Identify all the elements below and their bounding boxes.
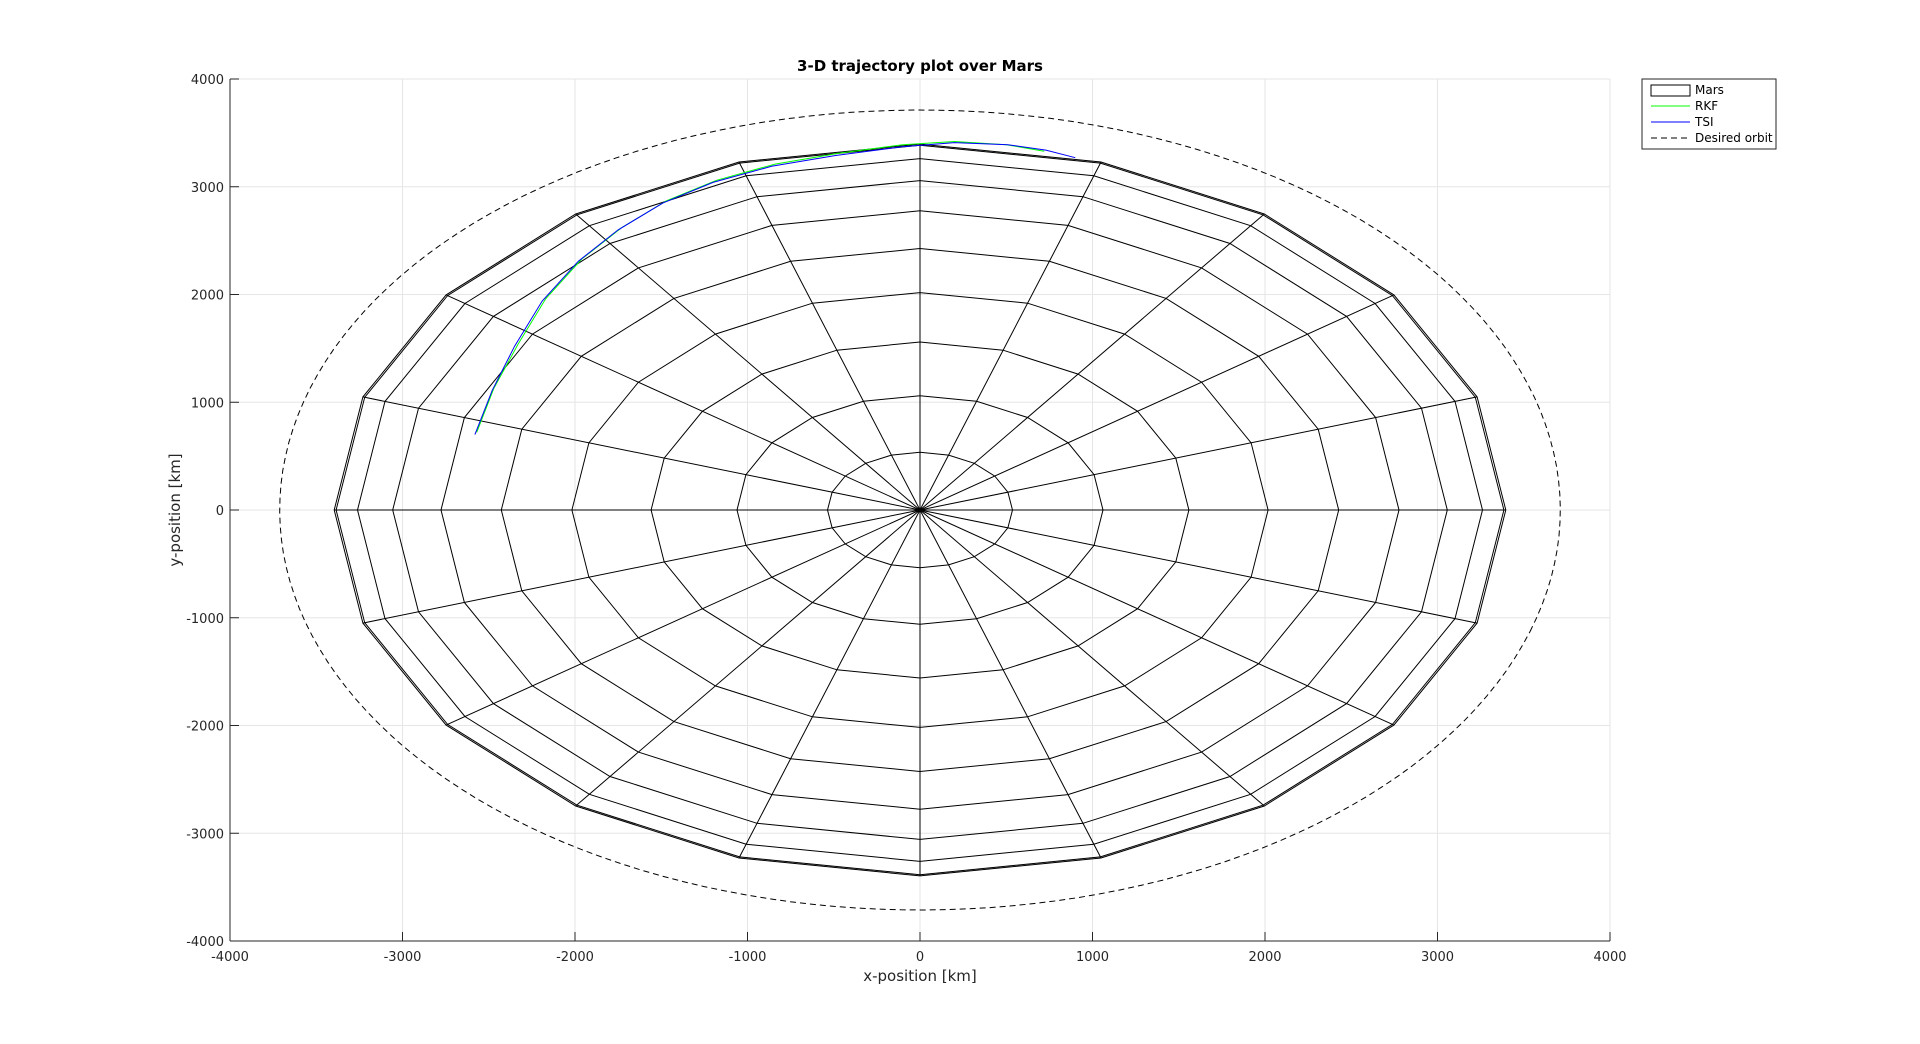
mars-meridian [445, 509, 921, 726]
y-tick-label: 1000 [191, 396, 224, 411]
y-tick-label: -2000 [186, 720, 224, 735]
mars-meridian [575, 213, 921, 511]
series-layer [279, 109, 1561, 911]
legend-items: Mars RKF TSI Desired orbit [1650, 83, 1773, 145]
mars-meridian [919, 396, 1478, 511]
legend-label: Desired orbit [1695, 131, 1773, 145]
plot-area: -4000 -3000 -2000 -1000 0 1000 2000 3000 4000 -40… [186, 73, 1626, 965]
x-tick-label: -4000 [211, 950, 249, 965]
mars-meridian [362, 396, 921, 511]
y-tick-label: 3000 [191, 181, 224, 196]
mars-meridian [919, 509, 1265, 807]
mars-meridian [919, 213, 1265, 511]
y-axis-label: y-position [km] [166, 453, 184, 566]
x-tick-label: 0 [916, 950, 924, 965]
mars-meridian [362, 509, 921, 624]
x-tick-label: 4000 [1593, 950, 1626, 965]
y-tick-label: 4000 [191, 73, 224, 88]
legend-swatch-mars [1650, 84, 1691, 97]
x-axis-label: x-position [km] [863, 967, 976, 985]
legend: Mars RKF TSI Desired orbit [1641, 78, 1777, 150]
y-tick-label: -1000 [186, 612, 224, 627]
x-tick-label: 3000 [1421, 950, 1454, 965]
mars-meridian [919, 509, 1102, 859]
legend-label: Mars [1695, 83, 1724, 97]
mars-meridian [445, 294, 921, 511]
y-tick-label: 0 [216, 504, 224, 519]
x-tick-label: -2000 [556, 950, 594, 965]
mars-meridian [575, 509, 921, 807]
x-tick-label: -3000 [384, 950, 422, 965]
series-rkf [476, 140, 1045, 433]
y-tick-label: 2000 [191, 289, 224, 304]
mars-meridian [919, 509, 1478, 624]
x-tick-label: 2000 [1248, 950, 1281, 965]
mars-meridian [738, 509, 921, 859]
series-desired-orbit [279, 109, 1561, 911]
legend-label: RKF [1695, 99, 1718, 113]
mars-meridian [919, 161, 1102, 511]
legend-label: TSI [1694, 115, 1714, 129]
mars-meridian [919, 294, 1395, 511]
axes: -4000 -3000 -2000 -1000 0 1000 2000 3000 4000 -40… [186, 73, 1626, 965]
mars-meridian [738, 161, 921, 511]
chart-title: 3-D trajectory plot over Mars [797, 57, 1043, 75]
y-tick-label: -4000 [186, 935, 224, 950]
y-tick-label: -3000 [186, 827, 224, 842]
x-tick-label: -1000 [729, 950, 767, 965]
series-tsi [474, 142, 1076, 435]
x-tick-label: 1000 [1076, 950, 1109, 965]
mars-meridian [919, 509, 1395, 726]
mars-mesh [333, 143, 1507, 877]
